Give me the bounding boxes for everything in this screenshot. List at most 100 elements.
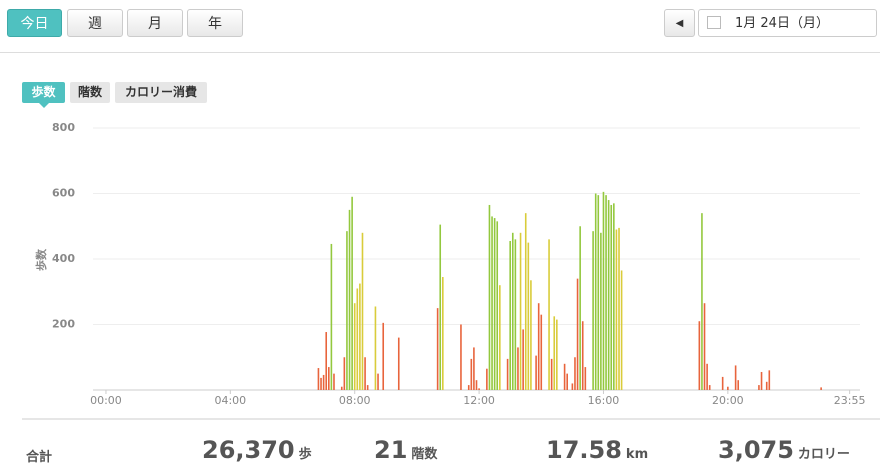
bar [760, 371, 763, 390]
bar [473, 347, 475, 390]
bar [594, 193, 597, 390]
bar [366, 385, 369, 390]
prev-button[interactable]: ◀ [664, 9, 695, 37]
bar [734, 365, 737, 390]
bar [706, 363, 708, 390]
bar [493, 218, 496, 390]
bar [506, 358, 509, 390]
bar [550, 358, 553, 390]
bar [322, 374, 325, 390]
bar [708, 385, 711, 390]
period-button[interactable]: 今日 [7, 9, 62, 37]
tab[interactable]: 歩数 [22, 82, 65, 103]
bar [519, 232, 522, 390]
bar [517, 347, 519, 390]
bar [397, 337, 400, 390]
bar [524, 213, 527, 390]
summary-item: 26,370 歩 [202, 436, 312, 464]
bar [436, 308, 439, 390]
bar [721, 376, 724, 390]
divider [0, 52, 880, 53]
bar [758, 385, 760, 390]
bar [377, 373, 379, 390]
tab-pointer [39, 103, 49, 113]
bar [356, 288, 359, 390]
bar [537, 303, 540, 390]
bar [353, 303, 356, 390]
period-button[interactable]: 週 [67, 9, 123, 37]
bar [768, 370, 771, 390]
x-tick-label: 12:00 [463, 394, 495, 407]
x-tick-label: 00:00 [90, 394, 122, 407]
bar [511, 232, 514, 390]
bar [579, 226, 581, 390]
bar [701, 213, 703, 390]
bar [530, 280, 532, 390]
summary-value: 17.58 [546, 436, 622, 464]
date: 1月 24日（月） [735, 16, 829, 31]
bar [348, 209, 351, 390]
date-field[interactable]: 1月 24日（月） [698, 9, 877, 37]
tab[interactable]: 階数 [70, 82, 110, 103]
summary-item: 17.58 km [546, 436, 648, 464]
y-axis-label: 歩数 [34, 248, 48, 271]
bar [765, 381, 768, 390]
bar [610, 204, 613, 390]
summary-value: 26,370 [202, 436, 295, 464]
bar [488, 204, 491, 390]
y-tick-label: 400 [52, 252, 75, 265]
bar [574, 357, 576, 390]
bar [592, 231, 594, 390]
bar [581, 321, 584, 390]
x-tick-label: 08:00 [339, 394, 371, 407]
bar [605, 195, 607, 390]
summary-item: 21 階数 [374, 436, 437, 464]
bar [442, 277, 444, 390]
calendar-icon [707, 16, 721, 29]
bar [475, 380, 478, 390]
bar [535, 355, 537, 390]
bar [602, 191, 605, 390]
bar [346, 231, 348, 390]
bar [359, 283, 361, 390]
summary-item: 3,075 カロリー [718, 436, 850, 464]
bar [439, 224, 442, 390]
tab[interactable]: カロリー消費 [115, 82, 207, 103]
bar [620, 270, 623, 390]
bar [382, 322, 385, 390]
x-tick-label: 20:00 [712, 394, 744, 407]
bar [571, 383, 574, 390]
x-tick-label: 23:55 [834, 394, 866, 407]
bar [613, 203, 615, 390]
period-button[interactable]: 月 [127, 9, 183, 37]
bar [548, 239, 550, 390]
bar [563, 363, 566, 390]
bar [737, 380, 740, 390]
summary-unit: カロリー [797, 447, 850, 462]
bar [698, 321, 701, 390]
bar [496, 221, 499, 390]
bar [584, 367, 587, 390]
bar [325, 332, 328, 390]
y-tick-label: 200 [52, 318, 75, 331]
summary-value: 3,075 [718, 436, 794, 464]
bar [333, 373, 335, 390]
period-button[interactable]: 年 [187, 9, 243, 37]
bar [522, 329, 524, 390]
y-tick-label: 800 [52, 121, 75, 134]
summary-unit: 階数 [411, 447, 438, 462]
bar [618, 227, 620, 390]
bar [343, 357, 346, 390]
bar [600, 232, 602, 390]
bar [330, 243, 333, 390]
y-tick-label: 600 [52, 187, 75, 200]
bar [351, 196, 353, 390]
bar [467, 385, 470, 390]
bar [361, 232, 364, 390]
bar [328, 367, 330, 390]
bar [514, 239, 517, 390]
bar [478, 388, 480, 390]
x-tick-label: 16:00 [588, 394, 620, 407]
bar [364, 357, 366, 390]
